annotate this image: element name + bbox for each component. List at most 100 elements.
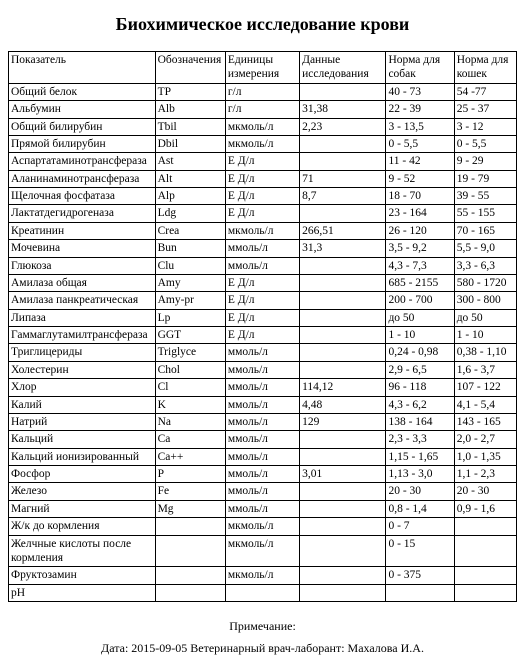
table-cell: Е Д/л — [225, 170, 299, 187]
table-cell: Ж/к до кормления — [9, 518, 156, 535]
blood-test-table: Показатель Обозначения Единицы измерения… — [8, 51, 517, 602]
table-cell: 1,1 - 2,3 — [454, 466, 516, 483]
table-cell — [300, 344, 386, 361]
table-cell — [300, 584, 386, 601]
table-cell: Е Д/л — [225, 327, 299, 344]
table-row: Общий билирубинTbilмкмоль/л2,233 - 13,53… — [9, 118, 517, 135]
table-cell: Fe — [155, 483, 225, 500]
table-cell: P — [155, 466, 225, 483]
table-row: Амилаза общаяAmyЕ Д/л685 - 2155580 - 172… — [9, 274, 517, 291]
table-cell: 26 - 120 — [386, 222, 454, 239]
col-header: Единицы измерения — [225, 52, 299, 84]
table-cell: Холестерин — [9, 361, 156, 378]
table-cell — [300, 518, 386, 535]
table-cell: Амилаза панкреатическая — [9, 292, 156, 309]
table-cell: Альбумин — [9, 101, 156, 118]
table-row: ЛипазаLpЕ Д/лдо 50до 50 — [9, 309, 517, 326]
table-cell: Прямой билирубин — [9, 135, 156, 152]
table-cell — [300, 483, 386, 500]
table-cell: 3,5 - 9,2 — [386, 240, 454, 257]
table-cell: 4,3 - 6,2 — [386, 396, 454, 413]
table-row: Щелочная фосфатазаAlpЕ Д/л8,718 - 7039 -… — [9, 188, 517, 205]
table-cell — [300, 361, 386, 378]
table-cell: 4,1 - 5,4 — [454, 396, 516, 413]
table-row: Прямой билирубинDbilмкмоль/л0 - 5,50 - 5… — [9, 135, 517, 152]
table-cell — [155, 584, 225, 601]
table-cell: 3 - 12 — [454, 118, 516, 135]
table-cell: мкмоль/л — [225, 135, 299, 152]
table-row: КреатининCreaмкмоль/л266,5126 - 12070 - … — [9, 222, 517, 239]
table-cell: 1,15 - 1,65 — [386, 448, 454, 465]
table-cell: 31,3 — [300, 240, 386, 257]
table-cell: Е Д/л — [225, 153, 299, 170]
table-cell: Ldg — [155, 205, 225, 222]
table-cell: Кальций ионизированный — [9, 448, 156, 465]
table-cell — [300, 567, 386, 584]
table-cell — [300, 431, 386, 448]
table-cell: Е Д/л — [225, 205, 299, 222]
table-cell — [155, 567, 225, 584]
table-cell: Натрий — [9, 413, 156, 430]
table-row: НатрийNaммоль/л129138 - 164143 - 165 — [9, 413, 517, 430]
table-cell: 8,7 — [300, 188, 386, 205]
table-cell — [454, 518, 516, 535]
table-row: МагнийMgммоль/л0,8 - 1,40,9 - 1,6 — [9, 500, 517, 517]
table-cell: Е Д/л — [225, 309, 299, 326]
table-cell: Е Д/л — [225, 274, 299, 291]
table-cell — [300, 274, 386, 291]
table-cell: Аспартатаминотрансфераза — [9, 153, 156, 170]
table-cell: Аланинаминотрансфераза — [9, 170, 156, 187]
table-cell: ммоль/л — [225, 413, 299, 430]
col-header: Обозначения — [155, 52, 225, 84]
table-cell — [300, 292, 386, 309]
table-cell — [300, 153, 386, 170]
table-cell: мкмоль/л — [225, 567, 299, 584]
table-cell: 1 - 10 — [454, 327, 516, 344]
table-cell: 0 - 5,5 — [386, 135, 454, 152]
table-cell: 5,5 - 9,0 — [454, 240, 516, 257]
table-cell: 2,9 - 6,5 — [386, 361, 454, 378]
table-cell: ммоль/л — [225, 361, 299, 378]
table-cell — [386, 584, 454, 601]
table-body: Общий белокTPг/л40 - 7354 -77АльбуминAlb… — [9, 83, 517, 601]
table-cell: 2,0 - 2,7 — [454, 431, 516, 448]
table-row: pH — [9, 584, 517, 601]
table-cell: мкмоль/л — [225, 518, 299, 535]
table-cell: ммоль/л — [225, 431, 299, 448]
table-cell: 685 - 2155 — [386, 274, 454, 291]
table-row: ЛактатдегидрогеназаLdgЕ Д/л23 - 16455 - … — [9, 205, 517, 222]
table-cell: до 50 — [386, 309, 454, 326]
table-cell: 0 - 15 — [386, 535, 454, 567]
table-cell: 55 - 155 — [454, 205, 516, 222]
table-cell — [300, 205, 386, 222]
page-title: Биохимическое исследование крови — [8, 14, 517, 35]
table-cell: 3,3 - 6,3 — [454, 257, 516, 274]
table-cell: ммоль/л — [225, 379, 299, 396]
table-cell — [155, 518, 225, 535]
table-cell: ммоль/л — [225, 500, 299, 517]
col-header: Норма для собак — [386, 52, 454, 84]
table-cell: Na — [155, 413, 225, 430]
table-cell: 0,8 - 1,4 — [386, 500, 454, 517]
col-header: Данные исследования — [300, 52, 386, 84]
table-cell — [225, 584, 299, 601]
table-cell: Глюкоза — [9, 257, 156, 274]
table-cell: г/л — [225, 83, 299, 100]
table-cell: 143 - 165 — [454, 413, 516, 430]
table-cell: 9 - 52 — [386, 170, 454, 187]
table-cell: pH — [9, 584, 156, 601]
table-cell: 31,38 — [300, 101, 386, 118]
table-cell — [300, 327, 386, 344]
table-cell: Alp — [155, 188, 225, 205]
table-cell: Dbil — [155, 135, 225, 152]
table-cell: 1,6 - 3,7 — [454, 361, 516, 378]
table-row: Общий белокTPг/л40 - 7354 -77 — [9, 83, 517, 100]
table-cell: 11 - 42 — [386, 153, 454, 170]
table-cell: Щелочная фосфатаза — [9, 188, 156, 205]
table-cell — [155, 535, 225, 567]
table-cell: Alb — [155, 101, 225, 118]
table-cell: Chol — [155, 361, 225, 378]
table-cell: Ca — [155, 431, 225, 448]
table-cell: 4,3 - 7,3 — [386, 257, 454, 274]
note-label: Примечание: — [8, 616, 517, 638]
